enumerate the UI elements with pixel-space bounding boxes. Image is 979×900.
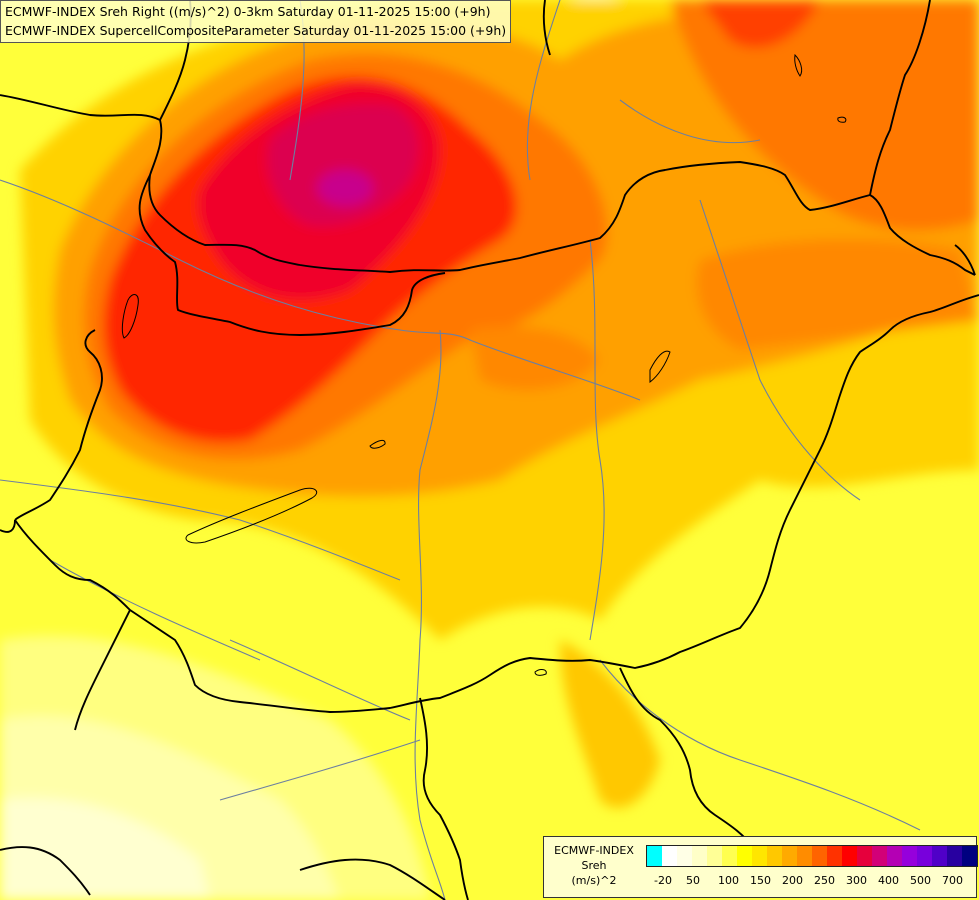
legend-swatch (827, 846, 842, 866)
legend-tick-label: 50 (686, 874, 700, 887)
legend-swatches (646, 845, 978, 867)
legend-swatch (797, 846, 812, 866)
legend-tick-label: -20 (654, 874, 672, 887)
legend-tick-label: 500 (910, 874, 931, 887)
legend-tick-label: 150 (750, 874, 771, 887)
legend-swatch (722, 846, 737, 866)
legend-swatch (842, 846, 857, 866)
legend-swatch (782, 846, 797, 866)
legend-swatch (917, 846, 932, 866)
color-legend: ECMWF-INDEX Sreh (m/s)^2 -20 50 100 150 200 2… (543, 836, 978, 898)
legend-swatch (647, 846, 662, 866)
legend-swatch (902, 846, 917, 866)
legend-tick-label: 400 (878, 874, 899, 887)
map-title-box: ECMWF-INDEX Sreh Right ((m/s)^2) 0-3km S… (0, 0, 512, 43)
legend-swatch (767, 846, 782, 866)
lakes (121, 53, 847, 676)
legend-title-line-3: (m/s)^2 (571, 874, 617, 887)
legend-swatch (677, 846, 692, 866)
title-line-1: ECMWF-INDEX Sreh Right ((m/s)^2) 0-3km S… (5, 4, 491, 19)
legend-swatch (662, 846, 677, 866)
legend-swatch (692, 846, 707, 866)
legend-swatch (752, 846, 767, 866)
legend-swatch (707, 846, 722, 866)
legend-title-line-1: ECMWF-INDEX (554, 844, 634, 857)
legend-ticks: -20 50 100 150 200 250 300 400 500 700 (646, 874, 976, 890)
legend-swatch (857, 846, 872, 866)
legend-swatch (932, 846, 947, 866)
legend-swatch (872, 846, 887, 866)
legend-swatch (947, 846, 962, 866)
legend-title: ECMWF-INDEX Sreh (m/s)^2 (544, 843, 644, 888)
legend-swatch (962, 846, 977, 866)
legend-tick-label: 700 (942, 874, 963, 887)
legend-swatch (887, 846, 902, 866)
legend-title-line-2: Sreh (581, 859, 607, 872)
legend-tick-label: 300 (846, 874, 867, 887)
title-line-2: ECMWF-INDEX SupercellCompositeParameter … (5, 23, 507, 38)
rivers (0, 0, 921, 900)
legend-swatch (737, 846, 752, 866)
legend-tick-label: 100 (718, 874, 739, 887)
legend-tick-label: 250 (814, 874, 835, 887)
legend-tick-label: 200 (782, 874, 803, 887)
legend-swatch (812, 846, 827, 866)
